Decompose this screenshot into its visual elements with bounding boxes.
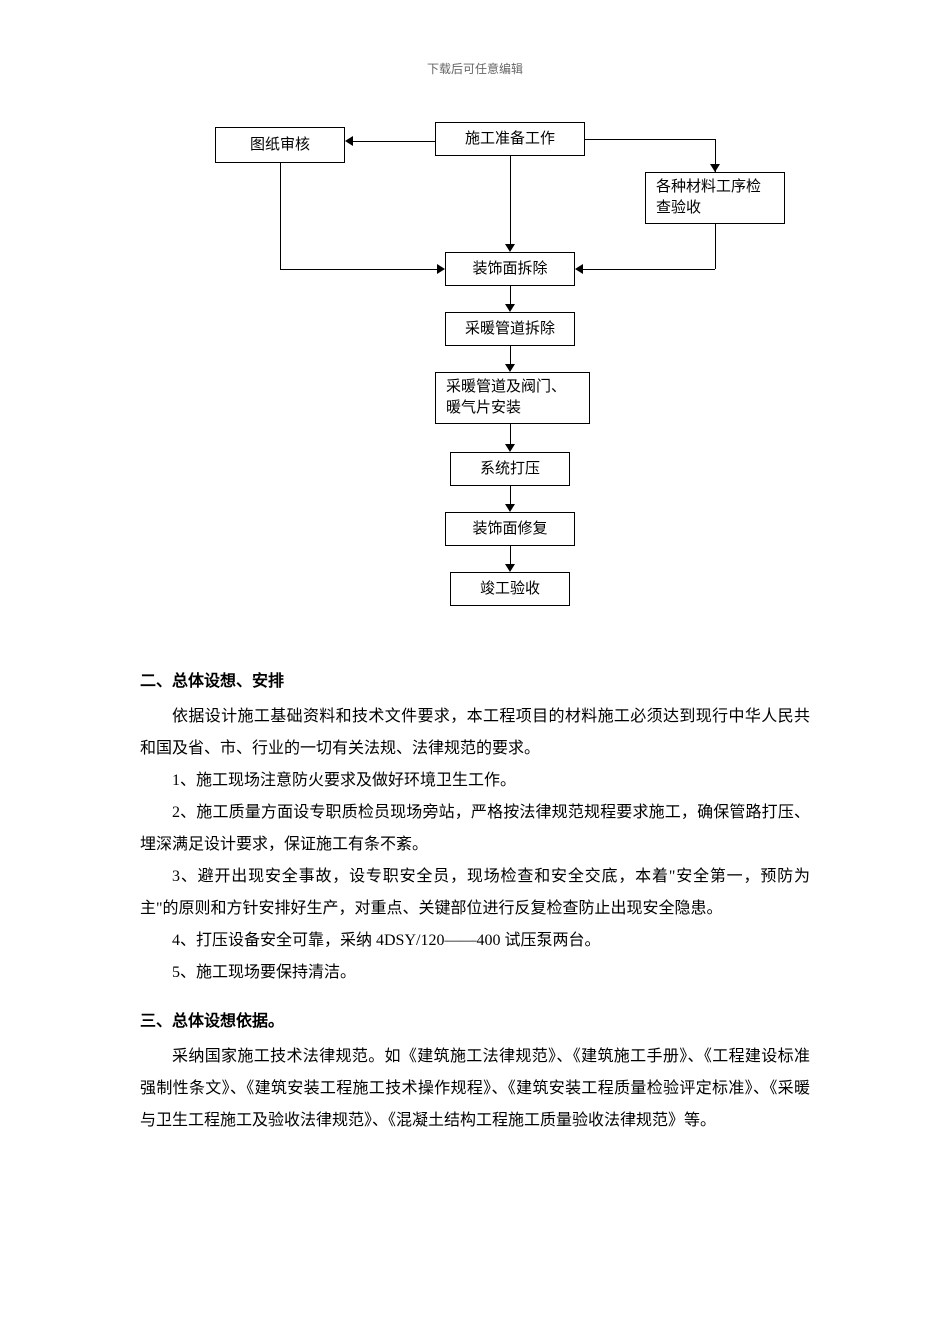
section2-item-5: 5、施工现场要保持清洁。: [140, 957, 810, 989]
fc-node-review: 图纸审核: [215, 127, 345, 163]
fc-edge: [280, 163, 281, 269]
section2-heading: 二、总体设想、安排: [140, 667, 810, 691]
header-note: 下载后可任意编辑: [140, 60, 810, 77]
section2-intro: 依据设计施工基础资料和技术文件要求，本工程项目的材料施工必须达到现行中华人民共和…: [140, 701, 810, 765]
fc-node-demo2: 采暖管道拆除: [445, 312, 575, 346]
fc-edge: [583, 269, 715, 270]
fc-node-prep: 施工准备工作: [435, 122, 585, 156]
fc-edge: [510, 156, 511, 244]
fc-arrowhead: [505, 304, 515, 312]
section3-heading: 三、总体设想依据。: [140, 1007, 810, 1031]
process-flowchart: 图纸审核 施工准备工作 各种材料工序检查验收 装饰面拆除 采暖管道拆除 采暖管道…: [155, 117, 795, 637]
fc-arrowhead: [575, 264, 583, 274]
fc-edge: [510, 346, 511, 364]
fc-node-accept: 竣工验收: [450, 572, 570, 606]
fc-node-demo1: 装饰面拆除: [445, 252, 575, 286]
fc-arrowhead: [505, 244, 515, 252]
fc-arrowhead: [505, 564, 515, 572]
fc-arrowhead: [345, 136, 353, 146]
fc-node-material: 各种材料工序检查验收: [645, 172, 785, 224]
fc-edge: [585, 139, 715, 140]
section2-item-2: 2、施工质量方面设专职质检员现场旁站，严格按法律规范规程要求施工，确保管路打压、…: [140, 797, 810, 861]
fc-edge: [510, 424, 511, 444]
fc-node-install: 采暖管道及阀门、暖气片安装: [435, 372, 590, 424]
fc-edge: [510, 486, 511, 504]
fc-arrowhead: [505, 504, 515, 512]
section2-item-4: 4、打压设备安全可靠，采纳 4DSY/120——400 试压泵两台。: [140, 925, 810, 957]
fc-arrowhead: [437, 264, 445, 274]
fc-edge: [280, 269, 437, 270]
fc-arrowhead: [710, 164, 720, 172]
fc-node-restore: 装饰面修复: [445, 512, 575, 546]
fc-edge: [510, 546, 511, 564]
fc-node-press: 系统打压: [450, 452, 570, 486]
section2-item-1: 1、施工现场注意防火要求及做好环境卫生工作。: [140, 765, 810, 797]
section2-item-3: 3、避开出现安全事故，设专职安全员，现场检查和安全交底，本着"安全第一，预防为主…: [140, 861, 810, 925]
fc-arrowhead: [505, 444, 515, 452]
fc-edge: [715, 224, 716, 269]
fc-edge: [353, 141, 435, 142]
fc-arrowhead: [505, 364, 515, 372]
fc-edge: [510, 286, 511, 304]
section3-p1: 采纳国家施工技术法律规范。如《建筑施工法律规范》、《建筑施工手册》、《工程建设标…: [140, 1041, 810, 1137]
